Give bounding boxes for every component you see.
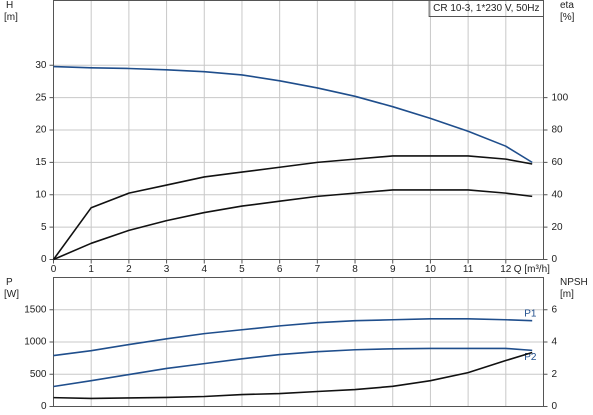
x-axis-label: Q [m³/h] (514, 264, 550, 275)
x-tick-label: 3 (164, 264, 170, 275)
y2-tick-label: 0 (552, 401, 558, 412)
y-tick-label: 1500 (24, 304, 47, 315)
y-axis-unit: [m] (4, 12, 18, 23)
y-tick-label: 5 (41, 222, 47, 233)
x-tick-label: 12 (500, 264, 512, 275)
y2-tick-label: 0 (552, 254, 558, 265)
y2-axis-label: NPSH (560, 277, 588, 288)
y2-tick-label: 2 (552, 369, 558, 380)
x-tick-label: 0 (51, 264, 57, 275)
y-tick-label: 500 (30, 369, 47, 380)
y2-tick-label: 60 (552, 157, 564, 168)
y-tick-label: 20 (35, 125, 47, 136)
y-tick-label: 10 (35, 189, 47, 200)
y-axis-label: H (6, 0, 13, 11)
x-tick-label: 11 (463, 264, 474, 275)
y2-axis-unit: [%] (560, 12, 575, 23)
curve (53, 65, 533, 164)
x-tick-label: 9 (390, 264, 396, 275)
x-tick-label: 2 (126, 264, 132, 275)
y-tick-label: 25 (35, 92, 47, 103)
y2-tick-label: 40 (552, 189, 564, 200)
plot-frame (53, 0, 544, 260)
x-tick-label: 4 (201, 264, 207, 275)
y2-tick-label: 4 (552, 337, 558, 348)
y2-tick-label: 20 (552, 222, 564, 233)
x-tick-label: 1 (88, 264, 94, 275)
series-label: P1 (524, 308, 537, 319)
y2-tick-label: 100 (552, 92, 569, 103)
x-tick-label: 10 (425, 264, 437, 275)
curve (53, 189, 533, 261)
curve (53, 317, 533, 357)
x-tick-label: 8 (352, 264, 358, 275)
y-tick-label: 1000 (24, 337, 47, 348)
legend-title: CR 10-3, 1*230 V, 50Hz (433, 3, 539, 14)
curve (52, 155, 533, 260)
y2-axis-unit: [m] (560, 289, 574, 300)
x-tick-label: 5 (239, 264, 245, 275)
y-tick-label: 0 (41, 401, 47, 412)
y-tick-label: 15 (35, 157, 47, 168)
y-axis-label: P (6, 277, 13, 288)
plot-frame (53, 277, 544, 407)
legend-box (428, 0, 544, 17)
y2-axis-label: eta (560, 0, 574, 11)
y2-tick-label: 80 (552, 125, 564, 136)
y-tick-label: 30 (35, 60, 47, 71)
curve (53, 347, 533, 388)
y2-tick-label: 6 (552, 304, 558, 315)
curve (53, 351, 533, 400)
x-tick-label: 7 (315, 264, 321, 275)
y-tick-label: 0 (41, 254, 47, 265)
series-label: P2 (524, 352, 537, 363)
x-tick-label: 6 (277, 264, 283, 275)
y-axis-unit: [W] (4, 289, 19, 300)
